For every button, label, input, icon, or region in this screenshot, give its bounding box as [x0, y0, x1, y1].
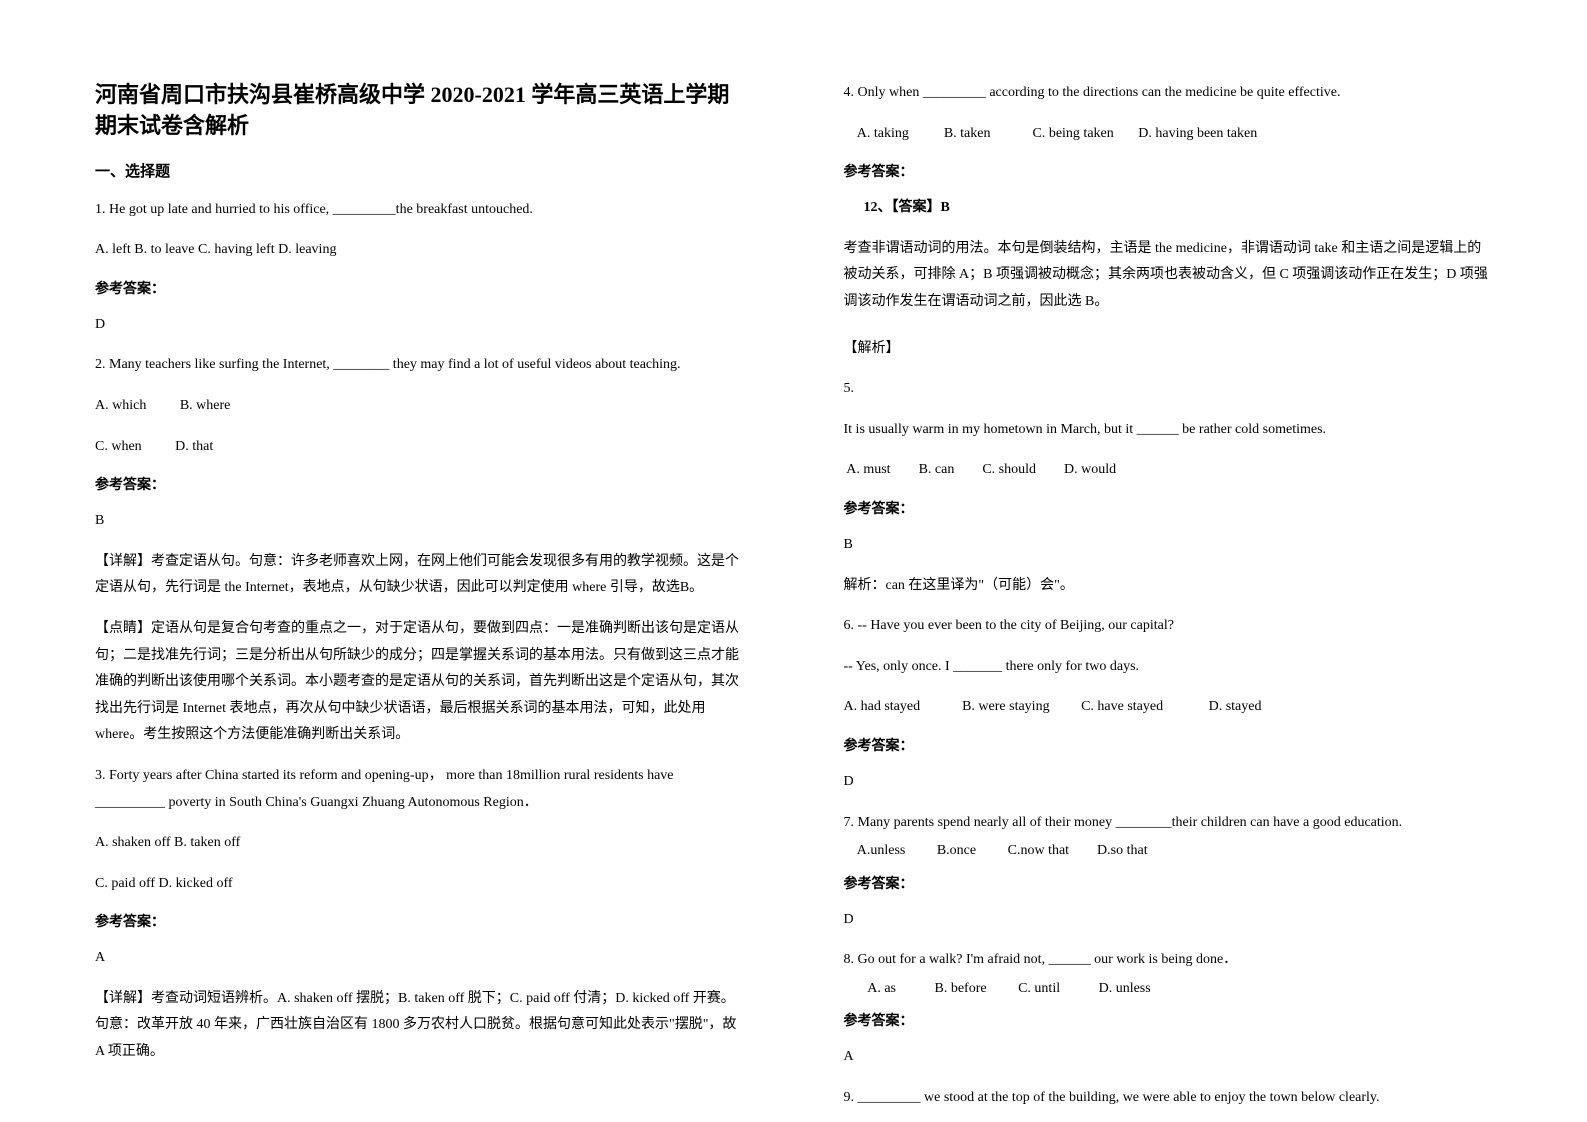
option-b: B. where	[180, 393, 231, 420]
answer-label: 参考答案：	[95, 474, 744, 494]
question-2-explanation-2: 【点睛】定语从句是复合句考查的重点之一，对于定语从句，要做到四点：一是准确判断出…	[95, 616, 744, 749]
question-9-stem: 9. _________ we stood at the top of the …	[844, 1085, 1493, 1112]
question-3-stem: 3. Forty years after China started its r…	[95, 763, 744, 816]
question-4-explanation-1: 考查非谓语动词的用法。本句是倒装结构，主语是 the medicine，非谓语动…	[844, 236, 1493, 316]
question-5-number: 5.	[844, 376, 1493, 403]
question-2-stem: 2. Many teachers like surfing the Intern…	[95, 352, 744, 379]
question-3-explanation: 【详解】考查动词短语辨析。A. shaken off 摆脱；B. taken o…	[95, 986, 744, 1066]
question-4-options: A. taking B. taken C. being taken D. hav…	[844, 121, 1493, 148]
question-3-options-b: C. paid off D. kicked off	[95, 871, 744, 898]
question-1-options: A. left B. to leave C. having left D. le…	[95, 237, 744, 264]
question-6-stem-2: -- Yes, only once. I _______ there only …	[844, 654, 1493, 681]
question-2-answer: B	[95, 508, 744, 535]
question-4-explanation-2: 【解析】	[844, 336, 1493, 363]
answer-label: 参考答案：	[844, 161, 1493, 181]
question-5-explanation: 解析：can 在这里译为"（可能）会"。	[844, 573, 1493, 600]
question-1-stem: 1. He got up late and hurried to his off…	[95, 197, 744, 224]
answer-label: 参考答案：	[844, 873, 1493, 893]
question-8-stem: 8. Go out for a walk? I'm afraid not, __…	[844, 947, 1493, 974]
question-6-options: A. had stayed B. were staying C. have st…	[844, 694, 1493, 721]
question-2-options-2: C. when D. that	[95, 434, 744, 461]
section-heading: 一、选择题	[95, 160, 744, 181]
answer-label: 参考答案：	[844, 498, 1493, 518]
question-6-stem-1: 6. -- Have you ever been to the city of …	[844, 613, 1493, 640]
question-4-answer: 12、【答案】B	[864, 195, 1493, 222]
question-7-options: A.unless B.once C.now that D.so that	[844, 838, 1493, 865]
question-4-stem: 4. Only when _________ according to the …	[844, 80, 1493, 107]
question-2-explanation-1: 【详解】考查定语从句。句意：许多老师喜欢上网，在网上他们可能会发现很多有用的教学…	[95, 549, 744, 602]
question-5-options: A. must B. can C. should D. would	[844, 457, 1493, 484]
left-column: 河南省周口市扶沟县崔桥高级中学 2020-2021 学年高三英语上学期期末试卷含…	[0, 0, 794, 1122]
question-7-stem: 7. Many parents spend nearly all of thei…	[844, 810, 1493, 837]
option-c: C. when	[95, 434, 142, 461]
answer-label: 参考答案：	[95, 911, 744, 931]
answer-label: 参考答案：	[95, 278, 744, 298]
question-7-answer: D	[844, 907, 1493, 934]
option-a: A. which	[95, 393, 146, 420]
question-3-answer: A	[95, 945, 744, 972]
answer-label: 参考答案：	[844, 1010, 1493, 1030]
document-title: 河南省周口市扶沟县崔桥高级中学 2020-2021 学年高三英语上学期期末试卷含…	[95, 80, 744, 142]
question-5-answer: B	[844, 532, 1493, 559]
question-8-answer: A	[844, 1044, 1493, 1071]
answer-label: 参考答案：	[844, 735, 1493, 755]
right-column: 4. Only when _________ according to the …	[794, 0, 1587, 1122]
question-8-options: A. as B. before C. until D. unless	[844, 976, 1493, 1003]
question-6-answer: D	[844, 769, 1493, 796]
option-d: D. that	[175, 434, 213, 461]
question-5-stem: It is usually warm in my hometown in Mar…	[844, 417, 1493, 444]
question-1-answer: D	[95, 312, 744, 339]
question-3-options-a: A. shaken off B. taken off	[95, 830, 744, 857]
question-2-options: A. which B. where	[95, 393, 744, 420]
